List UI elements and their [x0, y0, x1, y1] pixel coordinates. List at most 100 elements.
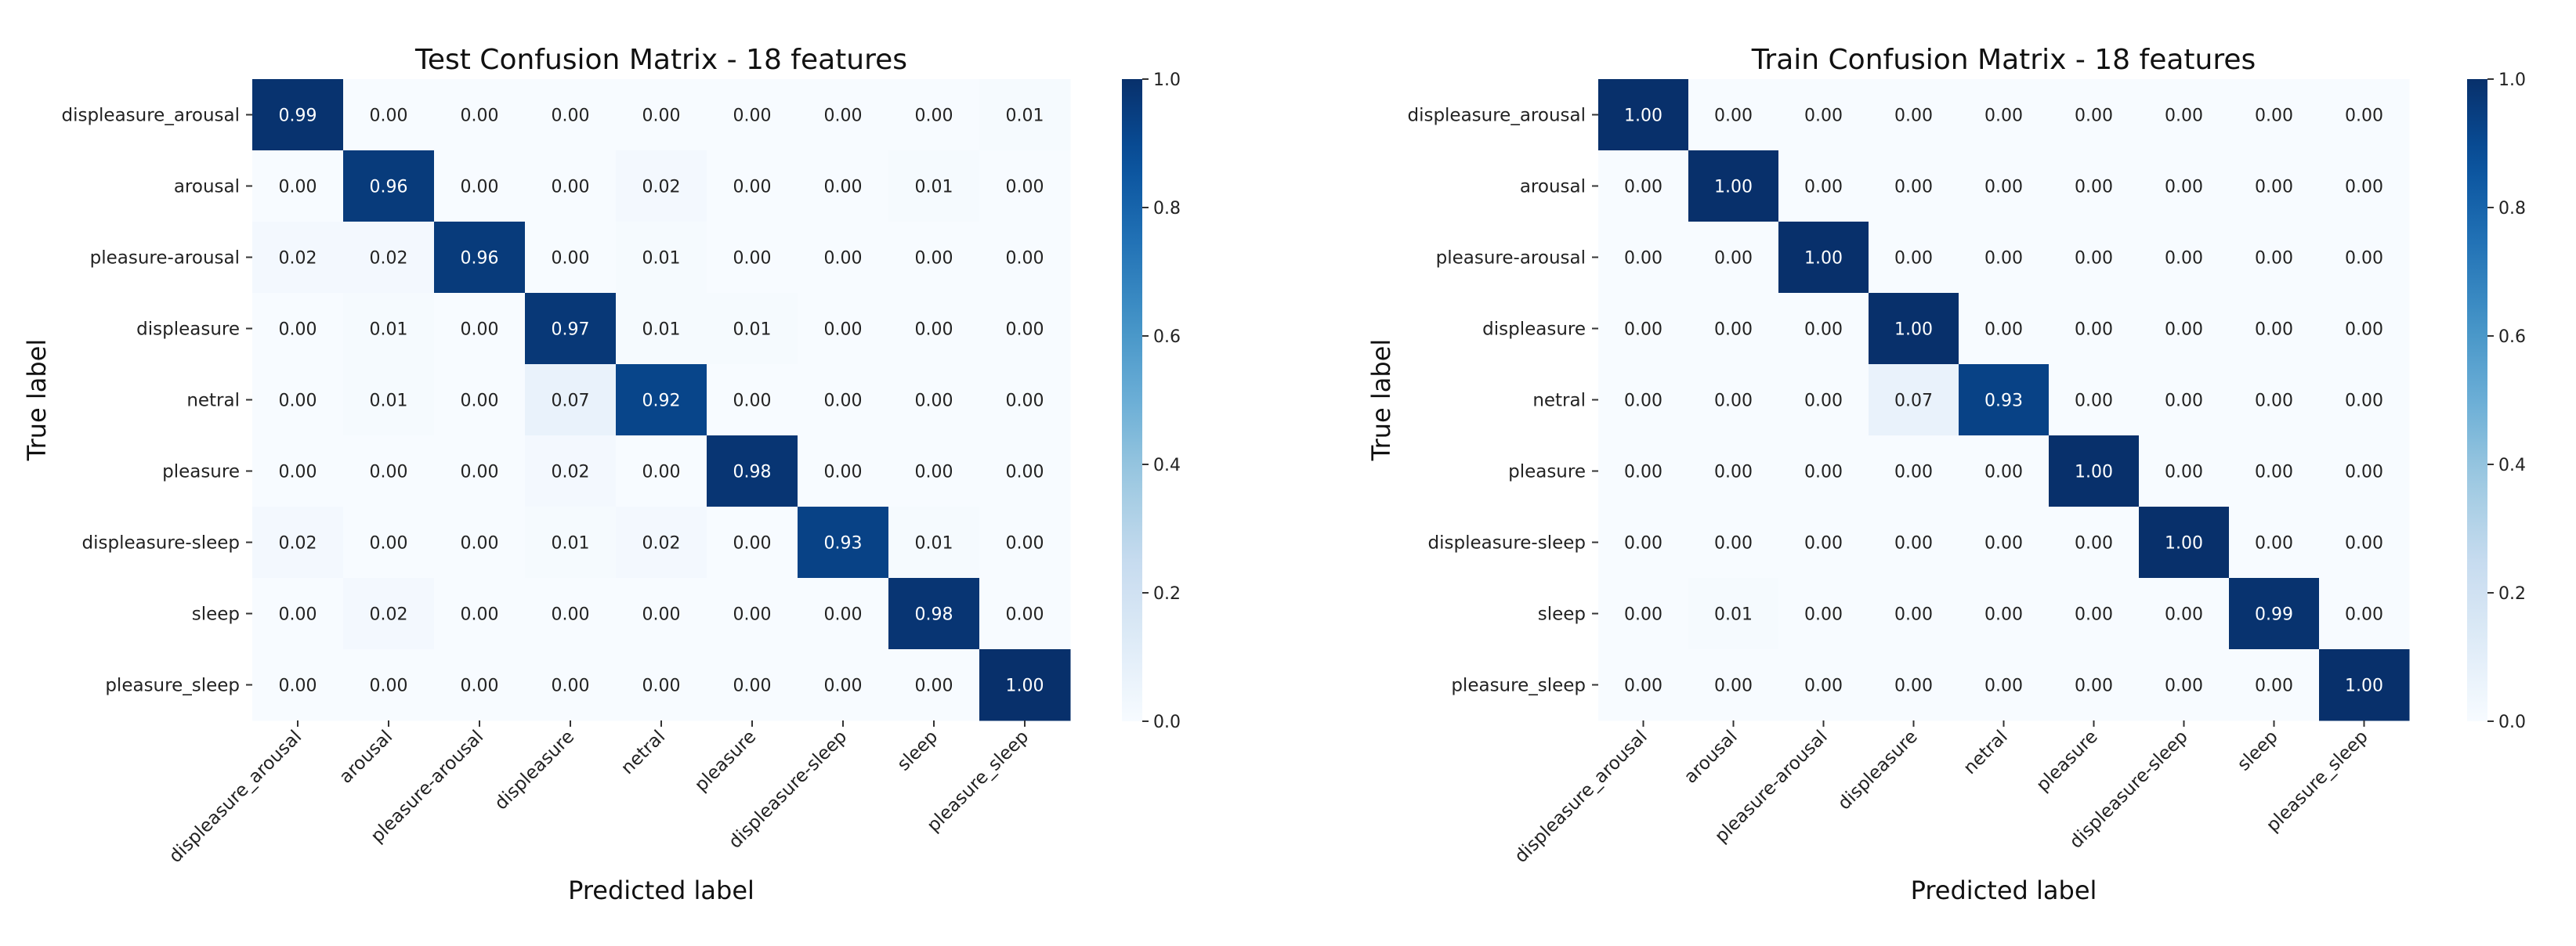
cell-value-label: 0.00: [824, 107, 863, 126]
y-tick-label: displeasure-sleep: [1428, 533, 1586, 554]
cell-value-label: 0.00: [1984, 677, 2023, 696]
y-tick-label: netral: [1532, 391, 1586, 411]
heatmap-panel-test: Test Confusion Matrix - 18 features 0.99 0…: [22, 44, 1181, 905]
heatmap-cell: [979, 578, 1071, 650]
cell-value-label: 0.00: [1984, 463, 2023, 482]
cell-value-label: 0.00: [552, 605, 590, 625]
cell-value-label: 0.00: [279, 392, 317, 411]
cell-value-label: 1.00: [2165, 534, 2203, 554]
cell-value-label: 0.00: [1006, 605, 1044, 625]
heatmap-cell: [2229, 364, 2320, 436]
heatmap-cell: [525, 364, 617, 436]
cell-value-label: 0.00: [2345, 107, 2383, 126]
heatmap-cell: [1959, 293, 2050, 365]
cell-value-label: 0.00: [552, 178, 590, 197]
heatmap-cell: [252, 578, 344, 650]
cell-value-label: 0.00: [279, 605, 317, 625]
cell-value-label: 0.99: [279, 107, 317, 126]
heatmap-cell: [1959, 649, 2050, 721]
heatmap-cell: [343, 578, 435, 650]
cell-value-label: 0.00: [1894, 677, 1933, 696]
cell-value-label: 1.00: [2345, 677, 2383, 696]
heatmap-cell: [343, 293, 435, 365]
heatmap-cell: [707, 435, 798, 507]
colorbar-tick-label: 0.8: [2498, 199, 2526, 218]
heatmap-cell: [1778, 79, 1869, 151]
heatmap-cell: [1959, 222, 2050, 294]
x-tick-label: displeasure_arousal: [165, 727, 306, 867]
heatmap-cell: [888, 222, 980, 294]
cell-value-label: 0.00: [2255, 534, 2293, 554]
cell-value-label: 0.98: [733, 463, 772, 482]
cell-value-label: 0.96: [461, 249, 499, 269]
cell-value-label: 0.00: [915, 249, 953, 269]
cell-value-label: 0.00: [2075, 605, 2113, 625]
heatmap-cell: [1598, 364, 1689, 436]
heatmap-cell: [616, 435, 707, 507]
heatmap-cell: [1778, 364, 1869, 436]
heatmap-cell: [252, 222, 344, 294]
cell-value-label: 0.00: [1624, 605, 1662, 625]
heatmap-cell: [798, 578, 889, 650]
cell-value-label: 1.00: [2075, 463, 2113, 482]
heatmap-cell: [434, 79, 526, 151]
heatmap-cell: [1869, 222, 1959, 294]
cell-value-label: 0.00: [1984, 534, 2023, 554]
heatmap-cell: [2139, 578, 2230, 650]
heatmap-cell: [1778, 507, 1869, 579]
x-tick-label: arousal: [335, 727, 396, 788]
cell-value-label: 0.00: [1984, 107, 2023, 126]
heatmap-cell: [2319, 150, 2410, 222]
cell-value-label: 0.00: [915, 320, 953, 340]
heatmap-cell: [1598, 79, 1689, 151]
heatmap-cell: [798, 79, 889, 151]
cell-value-label: 0.00: [1804, 534, 1843, 554]
heatmap-cell: [707, 364, 798, 436]
heatmap-cell: [2319, 222, 2410, 294]
heatmap-cell: [2139, 79, 2230, 151]
heatmap-cell: [979, 79, 1071, 151]
heatmap-cell: [1959, 578, 2050, 650]
cell-value-label: 0.00: [1984, 249, 2023, 269]
heatmap-cell: [1869, 578, 1959, 650]
cell-value-label: 0.00: [1894, 249, 1933, 269]
cell-value-label: 1.00: [1624, 107, 1662, 126]
y-tick-label: displeasure_arousal: [61, 106, 240, 126]
cell-value-label: 0.00: [1624, 178, 1662, 197]
y-tick-label: pleasure: [1508, 462, 1586, 482]
heatmap-cell: [1778, 222, 1869, 294]
heatmap-cell: [2319, 435, 2410, 507]
heatmap-cell: [888, 150, 980, 222]
heatmap-cell: [2319, 293, 2410, 365]
heatmap-cell: [525, 578, 617, 650]
y-tick-label: displeasure_arousal: [1407, 106, 1586, 126]
heatmap-cell: [979, 222, 1071, 294]
heatmap-cell: [525, 649, 617, 721]
heatmap-cell: [2139, 150, 2230, 222]
cell-value-label: 0.93: [1984, 392, 2023, 411]
cell-value-label: 0.00: [2075, 249, 2113, 269]
cell-value-label: 0.00: [370, 534, 408, 554]
heatmap-cell: [2049, 435, 2140, 507]
cell-value-label: 0.02: [642, 178, 681, 197]
cell-value-label: 0.00: [824, 677, 863, 696]
heatmap-cell: [707, 150, 798, 222]
heatmap-cell: [798, 507, 889, 579]
cell-value-label: 0.00: [552, 249, 590, 269]
heatmap-cell: [798, 293, 889, 365]
x-tick-label: netral: [1959, 727, 2011, 778]
chart-title: Train Confusion Matrix - 18 features: [1751, 44, 2256, 76]
cell-value-label: 0.00: [2075, 534, 2113, 554]
heatmap-cell: [1869, 507, 1959, 579]
colorbar-tick-label: 0.2: [1153, 584, 1181, 604]
cell-value-label: 0.00: [1624, 677, 1662, 696]
x-tick-label: displeasure: [1834, 727, 1922, 814]
heatmap-cell: [252, 79, 344, 151]
y-tick-label: pleasure: [162, 462, 240, 482]
cell-value-label: 0.00: [2345, 178, 2383, 197]
heatmap-cell: [888, 293, 980, 365]
cell-value-label: 0.98: [915, 605, 953, 625]
cell-value-label: 0.00: [2165, 178, 2203, 197]
cell-value-label: 0.00: [2075, 107, 2113, 126]
heatmap-cell: [1598, 293, 1689, 365]
